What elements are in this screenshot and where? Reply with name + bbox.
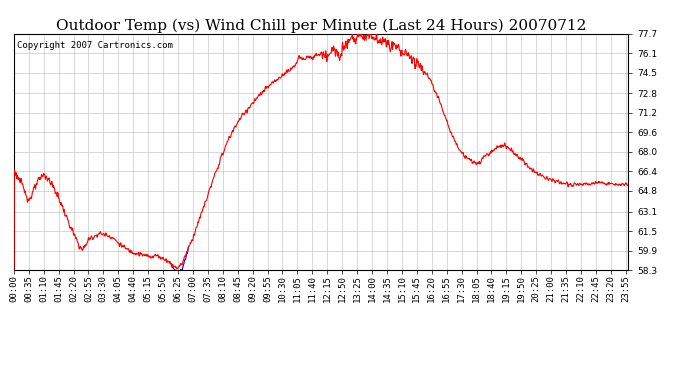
Title: Outdoor Temp (vs) Wind Chill per Minute (Last 24 Hours) 20070712: Outdoor Temp (vs) Wind Chill per Minute … bbox=[56, 18, 586, 33]
Text: Copyright 2007 Cartronics.com: Copyright 2007 Cartronics.com bbox=[17, 41, 172, 50]
